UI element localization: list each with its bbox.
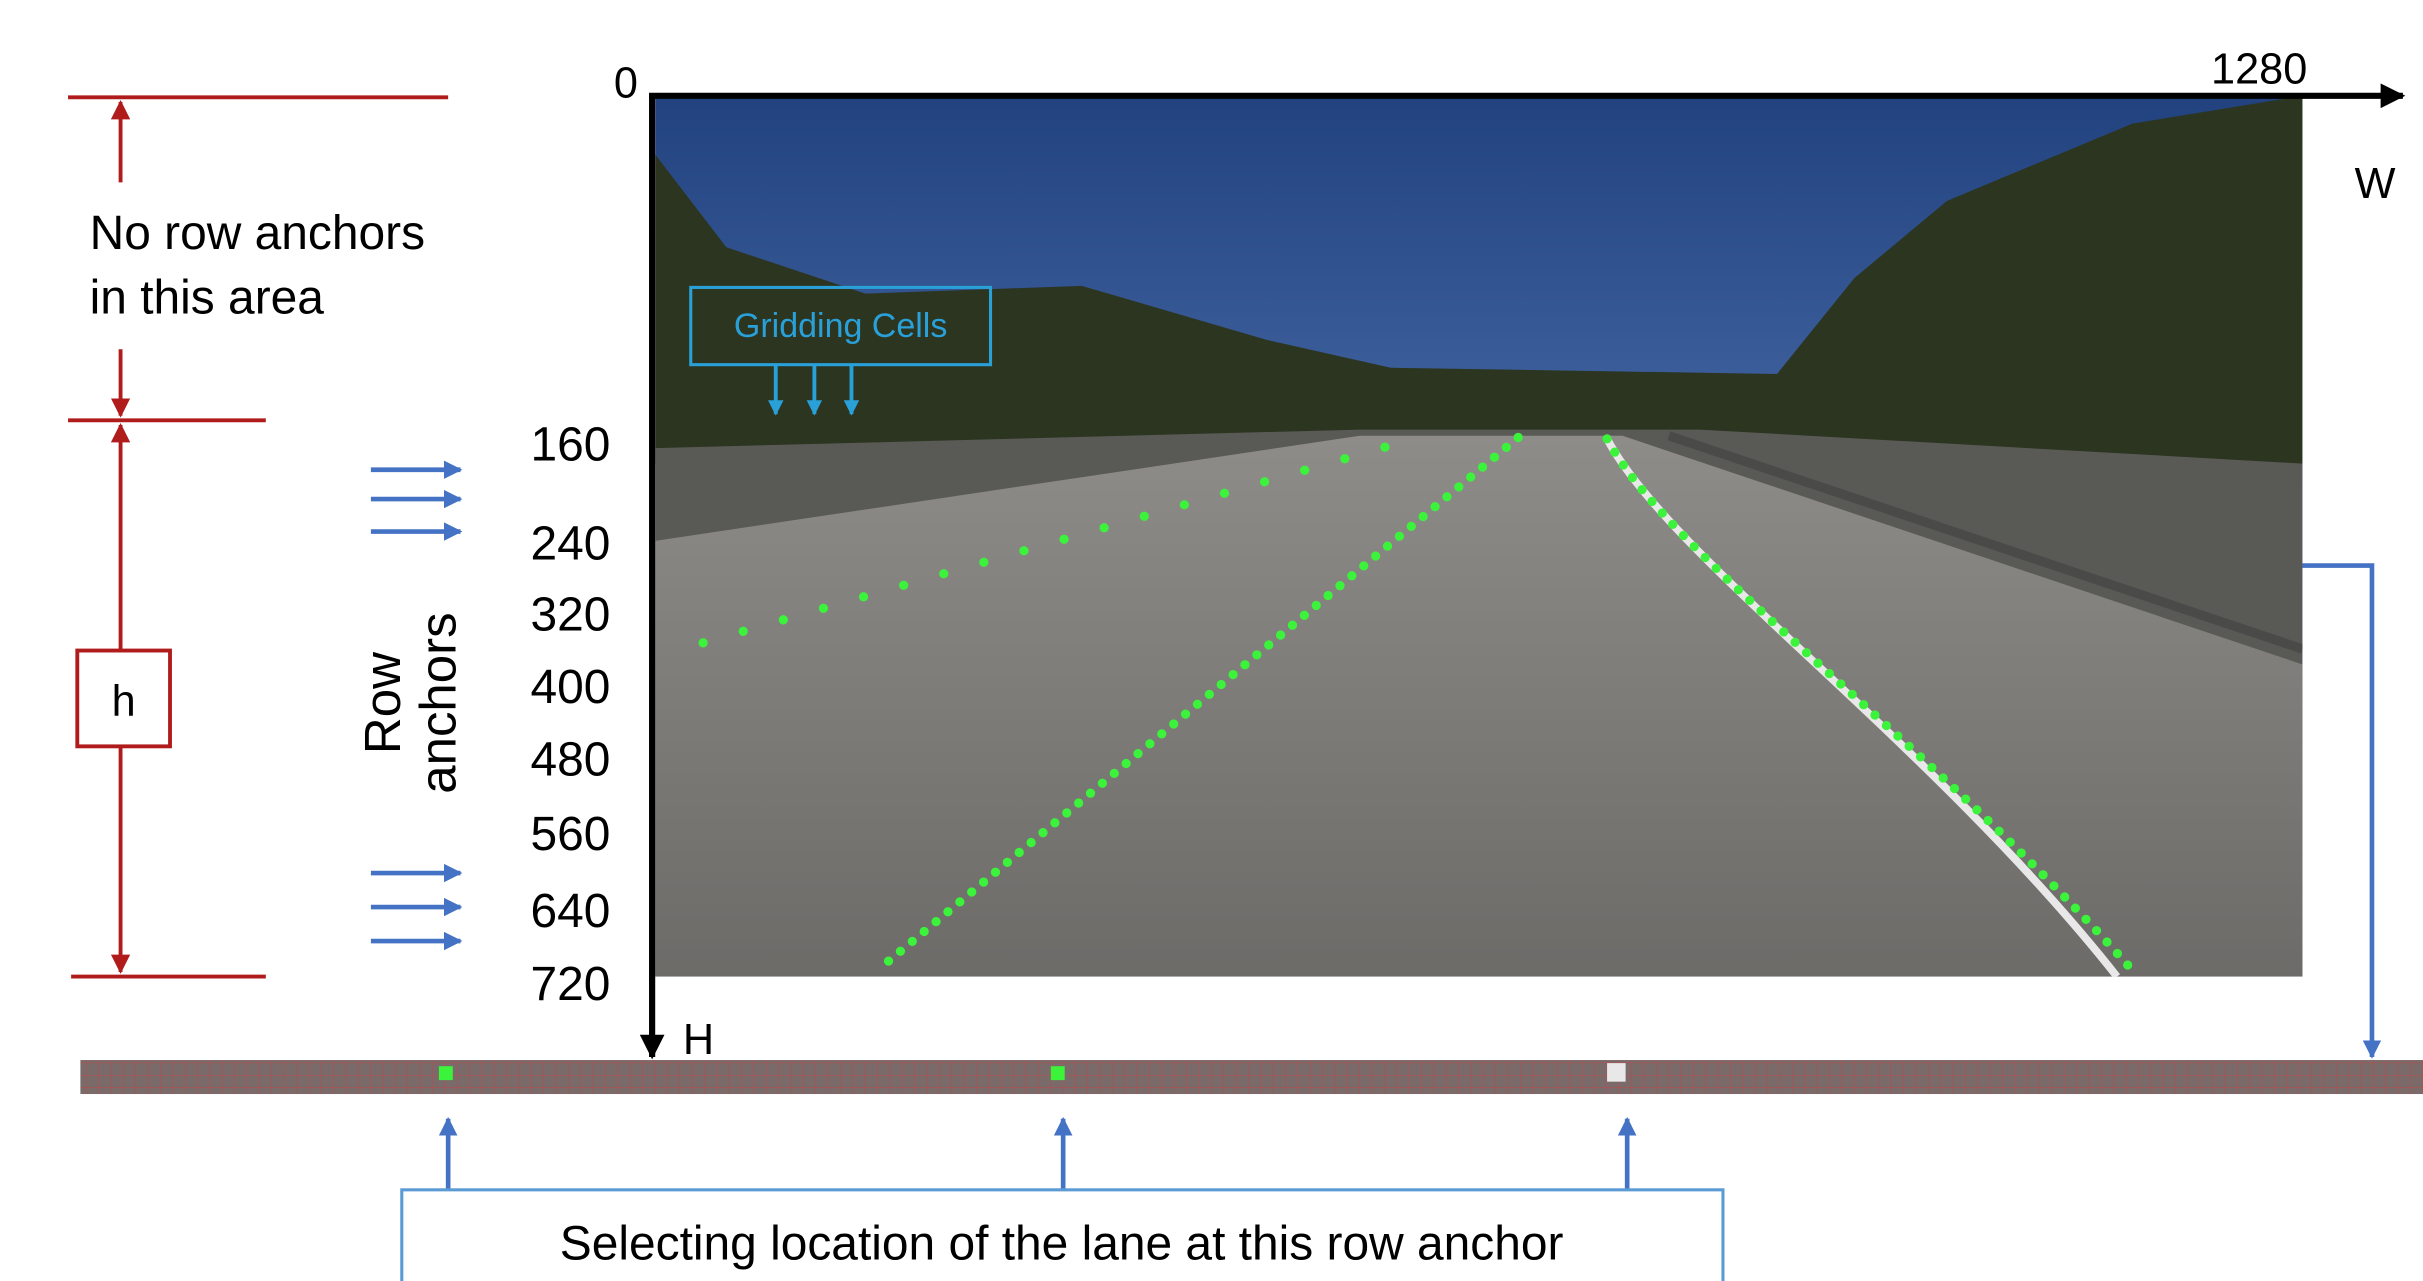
row-anchors-title: Row xyxy=(354,652,411,754)
h-label: h xyxy=(112,677,136,725)
strip-point xyxy=(439,1066,453,1080)
no-anchor-text: No row anchors xyxy=(90,207,425,260)
strip-point xyxy=(1607,1063,1626,1082)
row-anchors-title: anchors xyxy=(409,612,466,793)
row-anchor-labels: 160 240 320 400 480 560 640 720 xyxy=(530,418,610,1010)
row-strip-grid xyxy=(80,1060,2423,1094)
axis-width-label: W xyxy=(2355,160,2396,208)
axis-origin: 0 xyxy=(614,59,638,107)
caption-arrows xyxy=(448,1119,1627,1190)
gridding-label: Gridding Cells xyxy=(734,307,947,345)
axis-height-label: H xyxy=(683,1016,714,1064)
axis-width-max: 1280 xyxy=(2211,45,2307,93)
row-anchor-label: 720 xyxy=(530,958,610,1011)
row-anchor-label: 240 xyxy=(530,517,610,570)
connector-arrow xyxy=(2302,566,2372,1057)
row-anchor-label: 640 xyxy=(530,885,610,938)
road-photo xyxy=(655,96,2302,977)
row-anchor-label: 160 xyxy=(530,418,610,471)
row-anchor-label: 560 xyxy=(530,808,610,861)
diagram: 0 1280 W H h No row anchors in this area… xyxy=(0,0,2423,1281)
row-anchor-label: 400 xyxy=(530,661,610,714)
strip-point xyxy=(1051,1066,1065,1080)
row-anchor-label: 480 xyxy=(530,734,610,787)
no-anchor-text: in this area xyxy=(90,272,325,325)
caption: Selecting location of the lane at this r… xyxy=(560,1217,1564,1270)
row-anchor-label: 320 xyxy=(530,588,610,641)
